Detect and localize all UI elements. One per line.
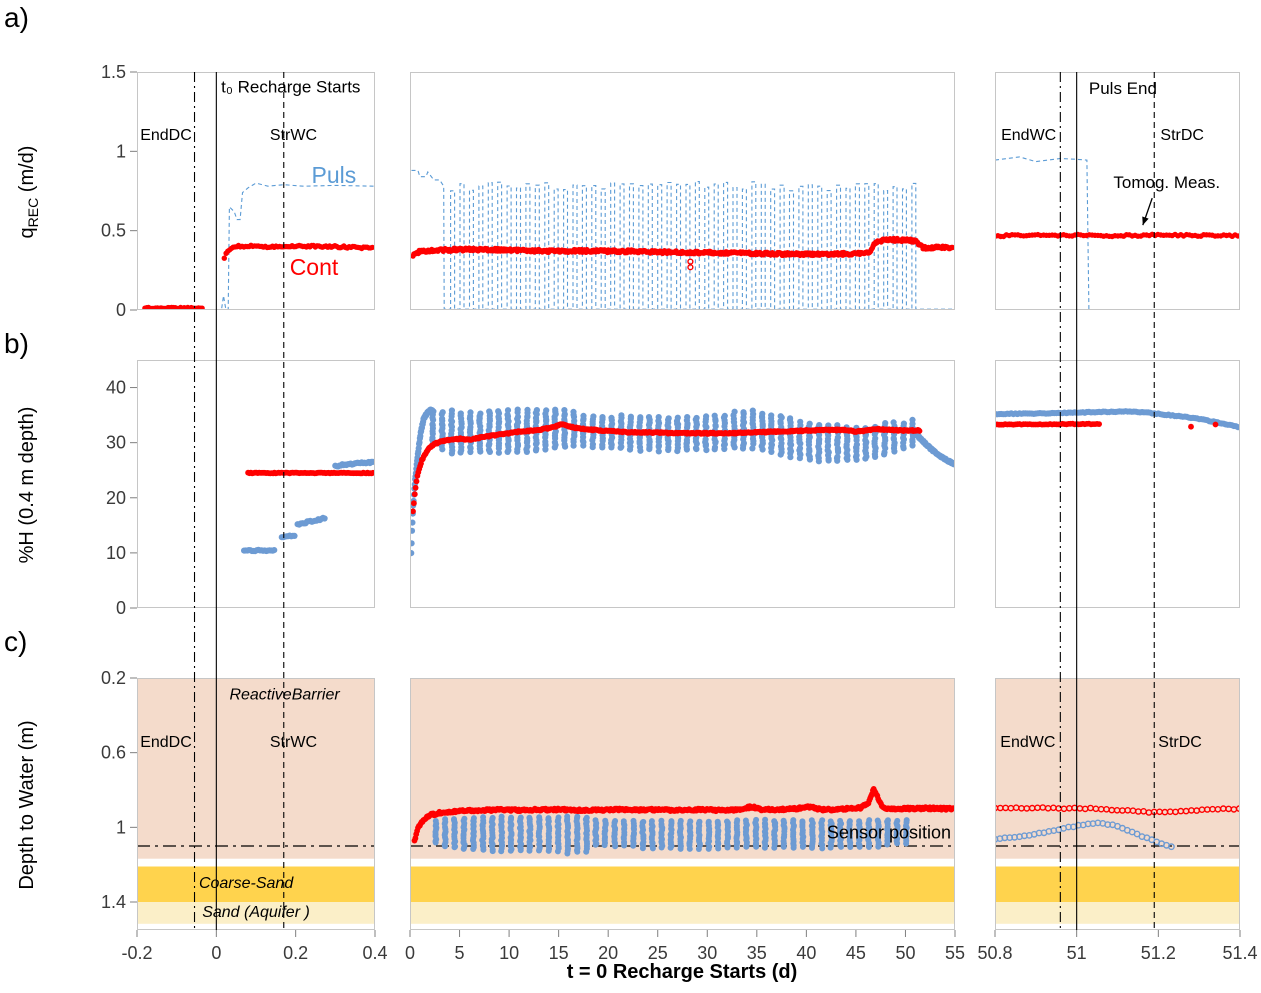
panel-label-c: c)	[4, 626, 28, 657]
panel-border	[995, 72, 1240, 310]
x-tick-label: 50	[895, 943, 915, 963]
label-t-recharge-starts: t₀ Recharge Starts	[221, 78, 360, 97]
label-tomog-meas-: Tomog. Meas.	[1113, 173, 1220, 192]
label-cont: Cont	[290, 254, 339, 280]
panel-b-mid	[410, 360, 955, 608]
x-tick-label: 51.4	[1222, 943, 1257, 963]
x-tick-label: 35	[747, 943, 767, 963]
x-axis-title: t = 0 Recharge Starts (d)	[566, 961, 798, 983]
panel-b-right	[995, 360, 1240, 608]
x-tick-label: 51.2	[1141, 943, 1176, 963]
x-tick-label: -0.2	[121, 943, 152, 963]
panel-c-left: ReactiveBarrier EndDC StrWC Coarse-Sand Sand…	[137, 678, 375, 930]
strata-bands	[995, 678, 1240, 924]
y-tick-label: 20	[106, 488, 126, 508]
x-tick-label: 0.4	[362, 943, 387, 963]
y-tick-label: 30	[106, 433, 126, 453]
y-tick-label: 0	[116, 300, 126, 320]
label-sand-aquifer-: Sand (Aquifer )	[202, 904, 310, 921]
label-enddc: EndDC	[140, 127, 192, 144]
y-tick-label: 1.5	[101, 62, 126, 82]
panel-a-right: EndWC Puls End StrDC Tomog. Meas.	[995, 72, 1240, 310]
series-puls-c	[995, 819, 1175, 851]
series-cont-a	[410, 235, 955, 271]
y-axis-label-qrec: qREC (m/d)	[16, 145, 41, 239]
label-puls-end: Puls End	[1089, 79, 1157, 98]
x-tick-label: 15	[549, 943, 569, 963]
x-tick-label: 50.8	[977, 943, 1012, 963]
panel-a-left: EndDC t₀ Recharge Starts StrWC Puls Cont	[137, 72, 375, 310]
y-tick-label: 1	[116, 817, 126, 837]
y-tick-label: 1	[116, 141, 126, 161]
panel-c-right: EndWC StrDC	[995, 678, 1240, 930]
x-tick-label: 20	[598, 943, 618, 963]
series-cont-c	[411, 786, 955, 844]
series-cont-a	[995, 231, 1240, 240]
series-puls-a	[139, 182, 375, 310]
panel-label-b: b)	[4, 328, 29, 359]
panel-border	[995, 360, 1240, 608]
panel-border	[410, 360, 955, 608]
x-tick-label: 5	[455, 943, 465, 963]
label-reactivebarrier: ReactiveBarrier	[229, 687, 340, 704]
x-tick-label: 0	[405, 943, 415, 963]
label-strwc: StrWC	[270, 127, 317, 144]
strata-bands	[137, 678, 375, 924]
y-tick-label: 0.6	[101, 743, 126, 763]
series-cont-b	[410, 421, 923, 515]
x-tick-label: 0.2	[283, 943, 308, 963]
y-tick-label: 0.5	[101, 221, 126, 241]
label-puls: Puls	[312, 162, 357, 188]
y-axis-label-depth: Depth to Water (m)	[16, 720, 38, 890]
series-puls-c	[432, 813, 910, 857]
series-cont-b	[245, 469, 375, 477]
x-tick-label: 40	[796, 943, 816, 963]
label-strdc: StrDC	[1158, 734, 1202, 751]
label-endwc: EndWC	[1000, 734, 1055, 751]
label-enddc: EndDC	[140, 734, 192, 751]
panel-border	[410, 72, 955, 310]
y-tick-label: 40	[106, 378, 126, 398]
x-tick-label: 0	[211, 943, 221, 963]
label-strwc: StrWC	[270, 734, 317, 751]
series-puls-a	[995, 156, 1240, 310]
panel-border	[137, 360, 375, 608]
x-tick-label: 10	[499, 943, 519, 963]
tomog-meas-arrow	[1142, 197, 1153, 226]
x-tick-label: 55	[945, 943, 965, 963]
panel-border	[137, 72, 375, 310]
x-tick-label: 30	[697, 943, 717, 963]
y-tick-label: 0	[116, 598, 126, 618]
series-puls-a	[411, 169, 954, 310]
panel-c-mid: Sensor position	[410, 678, 955, 930]
y-tick-label: 10	[106, 543, 126, 563]
y-axis-label-moisture: %H (0.4 m depth)	[16, 406, 38, 564]
panel-b-left	[137, 360, 375, 608]
series-cont-b	[995, 420, 1219, 430]
x-tick-label: 51	[1067, 943, 1087, 963]
panel-border	[137, 678, 375, 930]
panel-a-mid	[410, 72, 955, 310]
panel-border	[995, 678, 1240, 930]
label-coarse-sand: Coarse-Sand	[199, 875, 294, 892]
series-puls-b	[995, 408, 1240, 431]
label-endwc: EndWC	[1001, 127, 1056, 144]
panel-label-a: a)	[4, 2, 29, 33]
y-tick-label: 0.2	[101, 668, 126, 688]
x-tick-label: 45	[846, 943, 866, 963]
x-tick-label: 25	[648, 943, 668, 963]
series-puls-b	[241, 458, 375, 555]
label-strdc: StrDC	[1160, 127, 1204, 144]
label-sensor-position: Sensor position	[827, 823, 951, 843]
strata-bands	[410, 678, 955, 924]
y-tick-label: 1.4	[101, 892, 126, 912]
series-cont-a	[142, 242, 375, 310]
series-cont-c	[995, 804, 1240, 816]
panel-border	[410, 678, 955, 930]
